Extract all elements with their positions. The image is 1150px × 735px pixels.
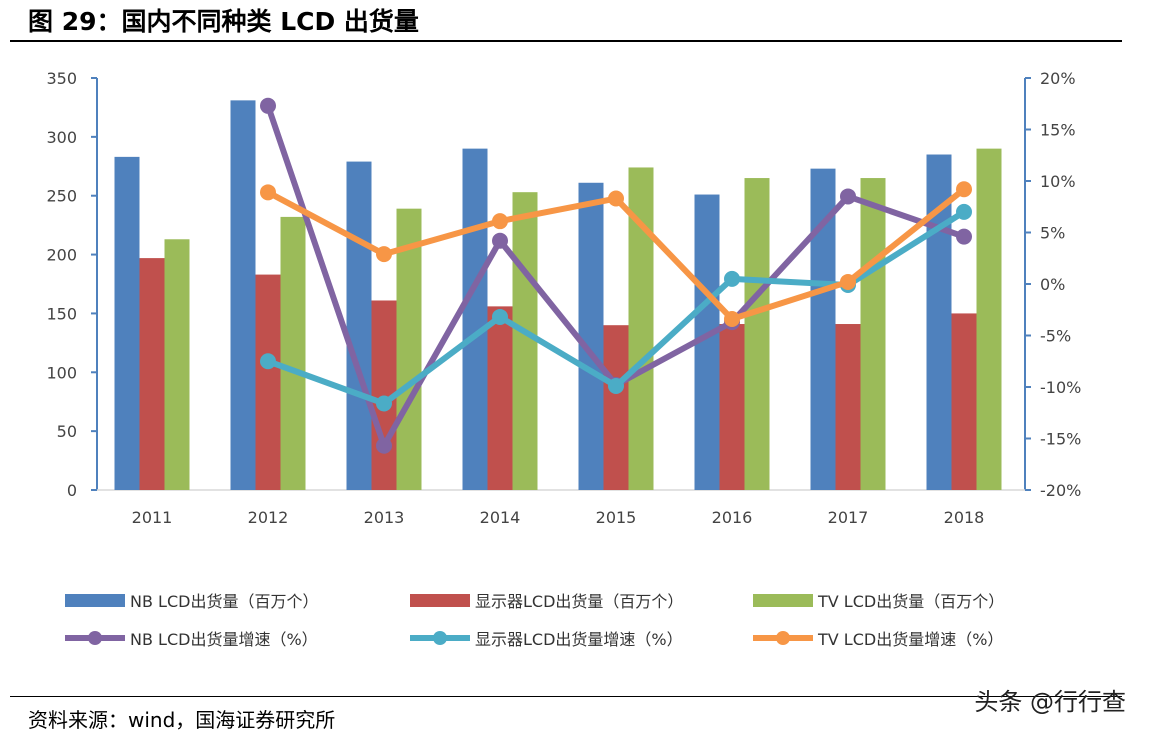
top-rule xyxy=(10,40,1122,42)
bar-3 xyxy=(976,148,1002,490)
bar-2 xyxy=(603,325,629,490)
legend-label: TV LCD出货量（百万个） xyxy=(817,592,1004,611)
legend-marker xyxy=(88,631,102,645)
left-tick-label: 0 xyxy=(67,481,77,500)
line-point-2 xyxy=(376,395,392,412)
x-tick-label: 2018 xyxy=(944,508,985,527)
bar-2 xyxy=(487,306,513,490)
line-point-3 xyxy=(376,246,392,263)
x-tick-label: 2014 xyxy=(480,508,521,527)
line-point-2 xyxy=(724,270,740,287)
bar-3 xyxy=(280,216,306,490)
right-tick-label: 5% xyxy=(1040,224,1065,243)
x-tick-label: 2015 xyxy=(596,508,637,527)
bottom-rule xyxy=(10,696,1122,697)
bar-1 xyxy=(462,148,488,490)
left-tick-label: 200 xyxy=(46,246,77,265)
x-tick-label: 2011 xyxy=(132,508,173,527)
right-tick-label: 20% xyxy=(1040,69,1076,88)
bar-2 xyxy=(951,313,977,490)
legend-swatch xyxy=(65,594,125,607)
left-tick-label: 300 xyxy=(46,128,77,147)
line-series-3 xyxy=(266,186,966,323)
bar-3 xyxy=(396,208,422,491)
bar-2 xyxy=(835,324,861,490)
line-point-1 xyxy=(376,437,392,454)
legend-label: NB LCD出货量（百万个） xyxy=(130,592,318,611)
line-point-2 xyxy=(492,308,508,325)
right-tick-label: -20% xyxy=(1040,481,1081,500)
left-tick-label: 50 xyxy=(57,422,77,441)
bar-3 xyxy=(860,178,886,491)
bar-1 xyxy=(114,156,140,490)
line-point-1 xyxy=(840,188,856,205)
right-tick-label: 0% xyxy=(1040,275,1065,294)
legend-label: 显示器LCD出货量（百万个） xyxy=(475,592,683,611)
legend-label: NB LCD出货量增速（%） xyxy=(130,630,318,649)
line-point-3 xyxy=(608,190,624,207)
bar-2 xyxy=(139,258,165,490)
right-tick-label: -10% xyxy=(1040,378,1081,397)
line-point-2 xyxy=(260,353,276,370)
line-point-2 xyxy=(608,377,624,394)
right-tick-label: -15% xyxy=(1040,430,1081,449)
x-tick-label: 2016 xyxy=(712,508,753,527)
line-point-3 xyxy=(724,311,740,328)
bar-3 xyxy=(744,178,770,491)
line-point-1 xyxy=(492,232,508,249)
line-point-3 xyxy=(492,213,508,230)
figure-title: 图 29：国内不同种类 LCD 出货量 xyxy=(28,7,419,36)
line-point-2 xyxy=(956,203,972,220)
legend-swatch xyxy=(410,594,470,607)
legend-marker xyxy=(776,631,790,645)
bar-1 xyxy=(578,182,604,490)
bar-2 xyxy=(255,274,281,490)
right-tick-label: -5% xyxy=(1040,327,1071,346)
line-point-3 xyxy=(840,273,856,290)
line-point-3 xyxy=(956,181,972,198)
line-point-3 xyxy=(260,184,276,201)
bar-3 xyxy=(512,192,538,490)
x-tick-label: 2017 xyxy=(828,508,869,527)
left-tick-label: 100 xyxy=(46,363,77,382)
bar-2 xyxy=(719,324,745,490)
legend-swatch xyxy=(753,594,813,607)
right-tick-label: 10% xyxy=(1040,172,1076,191)
x-tick-label: 2013 xyxy=(364,508,405,527)
x-tick-label: 2012 xyxy=(248,508,289,527)
right-tick-label: 15% xyxy=(1040,121,1076,140)
bar-1 xyxy=(230,100,256,490)
bar-3 xyxy=(164,239,190,490)
left-tick-label: 350 xyxy=(46,69,77,88)
left-tick-label: 250 xyxy=(46,187,77,206)
line-point-1 xyxy=(956,228,972,245)
bar-1 xyxy=(346,161,372,490)
legend-label: 显示器LCD出货量增速（%） xyxy=(475,630,683,649)
watermark: 头条 @行行查 xyxy=(974,688,1126,716)
source-note: 资料来源：wind，国海证券研究所 xyxy=(28,708,336,732)
line-point-1 xyxy=(260,97,276,114)
legend-label: TV LCD出货量增速（%） xyxy=(817,630,1003,649)
left-tick-label: 150 xyxy=(46,304,77,323)
legend-marker xyxy=(433,631,447,645)
